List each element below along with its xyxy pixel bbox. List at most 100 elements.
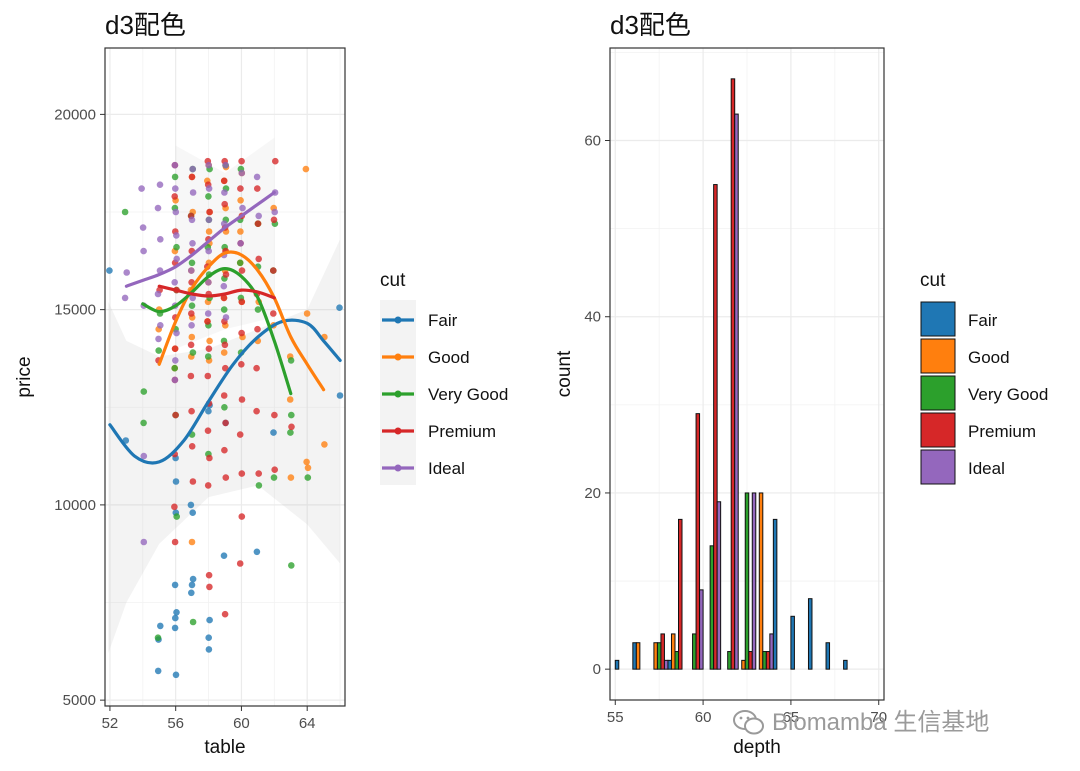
data-point-fair <box>154 667 162 675</box>
legend-key-fair <box>920 301 956 337</box>
data-point-premium <box>236 560 244 567</box>
data-point-ideal <box>222 161 229 169</box>
data-point-fair <box>188 589 195 597</box>
data-point-ideal <box>154 204 162 212</box>
legend-key-point-premium <box>394 427 402 435</box>
x-tick-label: 60 <box>233 715 250 732</box>
data-point-ideal <box>188 216 196 224</box>
data-point-ideal <box>156 181 164 188</box>
data-point-fair <box>205 634 212 641</box>
data-point-fair <box>189 509 196 516</box>
data-point-fair <box>187 501 195 509</box>
x-axis-title: depth <box>733 737 781 758</box>
data-point-ideal <box>188 322 195 329</box>
data-point-ideal <box>157 322 164 329</box>
data-point-ideal <box>140 538 148 546</box>
legend-key-ideal <box>920 449 956 485</box>
data-point-ideal <box>255 212 262 220</box>
data-point-ideal <box>171 161 179 169</box>
data-point-premium <box>189 478 197 485</box>
bar-very-good <box>762 651 767 670</box>
legend-key-premium <box>920 412 956 448</box>
data-point-premium <box>171 503 178 511</box>
bar-premium <box>730 78 736 670</box>
data-point-fair <box>171 624 179 632</box>
data-point-good <box>237 228 244 235</box>
x-axis-title: table <box>204 737 245 758</box>
data-point-ideal <box>140 452 148 460</box>
legend-key-good <box>920 338 956 374</box>
data-point-very-good <box>171 364 178 372</box>
data-point-premium <box>253 185 261 192</box>
plot-border <box>104 47 346 707</box>
data-point-ideal <box>138 185 145 192</box>
data-point-premium <box>204 427 212 435</box>
scatter-legend: cut Fair Good Very Good Premium Ideal <box>380 270 508 485</box>
data-point-ideal <box>171 279 178 286</box>
data-point-premium <box>253 364 260 372</box>
data-point-good <box>302 165 310 173</box>
bar-very-good <box>709 545 715 670</box>
data-point-premium <box>206 454 213 462</box>
data-point-very-good <box>154 634 162 641</box>
x-tick-label: 55 <box>607 709 624 726</box>
data-point-very-good <box>254 306 262 313</box>
data-point-premium <box>272 157 279 165</box>
bar-premium <box>748 651 753 670</box>
data-point-fair <box>206 616 213 624</box>
scatter-panel: 52 56 60 64 5000 10000 15000 20000 d3配色 table pric… <box>14 10 346 758</box>
data-point-good <box>220 349 228 356</box>
legend-label-ideal: Ideal <box>428 459 465 478</box>
data-point-premium <box>206 208 213 216</box>
data-point-premium <box>254 220 262 227</box>
legend-label-ideal: Ideal <box>968 459 1005 478</box>
data-point-very-good <box>140 388 148 395</box>
data-point-fair <box>336 304 343 312</box>
x-tick-label: 60 <box>695 709 712 726</box>
data-point-ideal <box>155 335 162 343</box>
data-point-very-good <box>205 193 212 200</box>
data-point-fair <box>188 581 196 589</box>
data-point-fair <box>205 646 213 653</box>
legend-key-point-ideal <box>394 464 402 472</box>
data-point-good <box>287 474 295 481</box>
legend-title: cut <box>920 270 946 291</box>
data-point-very-good <box>188 259 196 267</box>
data-point-ideal <box>205 247 212 255</box>
data-point-premium <box>221 341 229 349</box>
data-point-ideal <box>189 240 196 247</box>
watermark: Biomamba 生信基地 <box>733 709 989 736</box>
legend-title: cut <box>380 270 406 291</box>
bar-very-good <box>744 492 750 670</box>
legend-label-very-good: Very Good <box>428 385 508 404</box>
bar-fair <box>843 659 848 670</box>
data-point-very-good <box>221 404 228 411</box>
data-point-ideal <box>189 294 196 302</box>
bar-fair <box>667 659 672 670</box>
bar-ideal <box>751 492 757 670</box>
smooth-line-ideal <box>124 190 276 288</box>
bar-fair <box>772 518 778 670</box>
data-point-very-good <box>220 306 228 313</box>
bar-fair <box>825 642 831 670</box>
data-point-premium <box>255 470 262 477</box>
data-point-premium <box>204 318 211 325</box>
data-point-premium <box>188 407 195 415</box>
bar-ideal <box>663 659 669 670</box>
data-point-premium <box>222 474 230 481</box>
bar-premium <box>713 184 718 670</box>
data-point-premium <box>288 423 295 431</box>
data-point-very-good <box>270 474 278 481</box>
data-point-ideal <box>239 204 246 212</box>
data-point-premium <box>187 372 195 380</box>
data-point-very-good <box>155 347 162 354</box>
x-tick-label: 56 <box>167 715 184 732</box>
data-point-ideal <box>205 216 213 224</box>
legend-label-very-good: Very Good <box>968 385 1048 404</box>
data-point-very-good <box>121 208 129 216</box>
data-point-premium <box>220 294 228 302</box>
bar-good <box>670 633 676 670</box>
data-point-ideal <box>238 169 246 177</box>
data-point-very-good <box>189 618 197 626</box>
data-point-ideal <box>154 290 162 298</box>
